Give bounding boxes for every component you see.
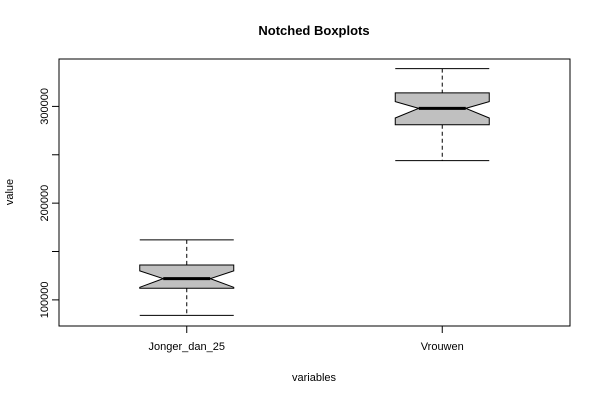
x-axis: Jonger_dan_25 Vrouwen	[149, 326, 464, 353]
x-axis-label: variables	[292, 372, 337, 384]
box-Vrouwen	[394, 68, 490, 162]
box-body	[139, 264, 235, 289]
x-tick-label: Vrouwen	[421, 341, 464, 353]
x-tick-label: Jonger_dan_25	[149, 341, 225, 353]
chart-title: Notched Boxplots	[258, 23, 369, 38]
y-axis-label: value	[4, 179, 16, 205]
box-Jonger_dan_25	[139, 239, 235, 316]
y-tick-label: 300000	[39, 88, 51, 125]
y-tick-label: 200000	[39, 185, 51, 222]
plot-frame	[58, 58, 571, 327]
y-axis: 100000 200000 300000	[39, 88, 59, 318]
y-tick-label: 100000	[39, 282, 51, 319]
boxes	[139, 68, 490, 316]
